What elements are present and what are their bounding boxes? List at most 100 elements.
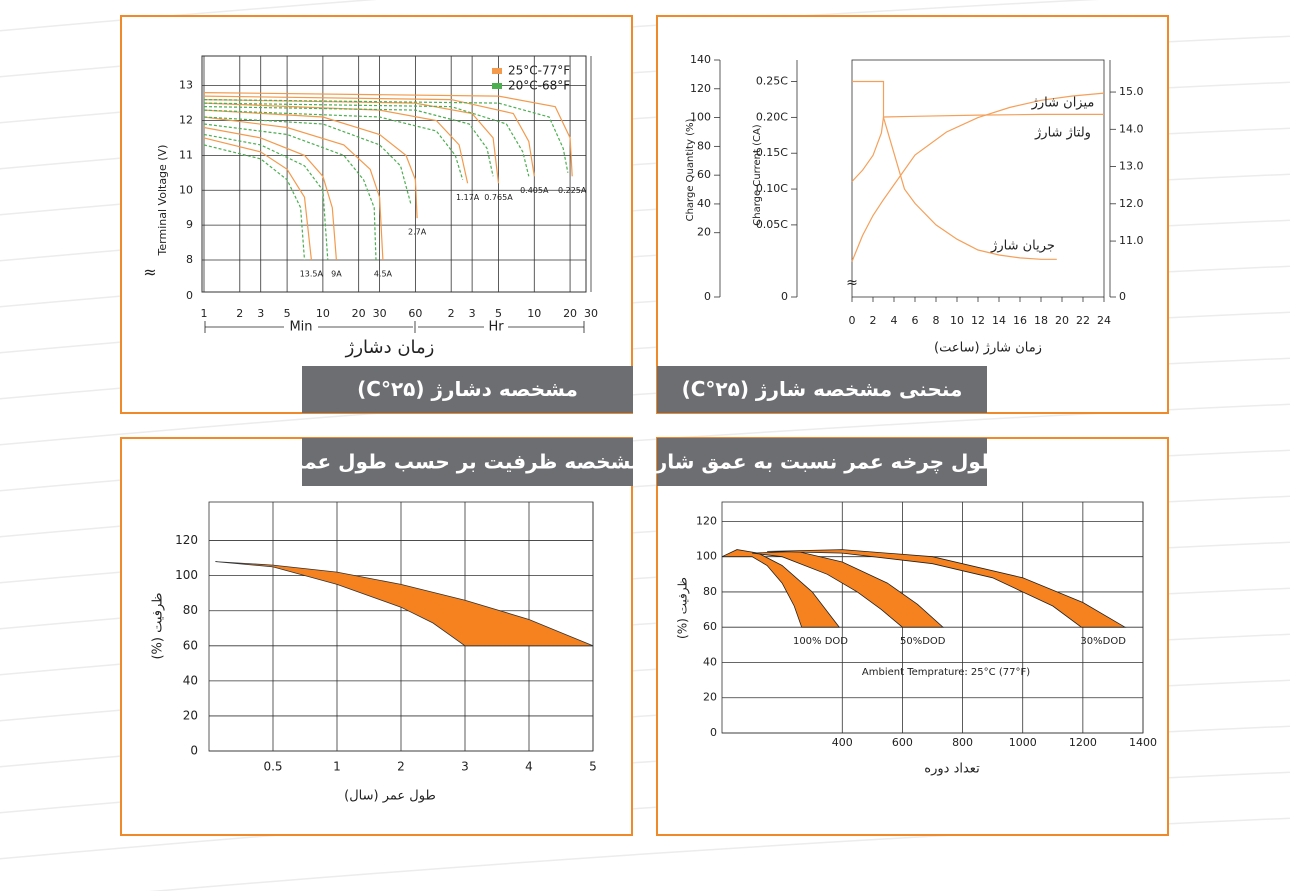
y-tick-label: 0.10C	[756, 182, 788, 195]
y-tick-label: 20	[703, 691, 717, 704]
chart-title: منحنی مشخصه شارژ (۲۵°C)	[682, 377, 963, 401]
x-axis-label: تعداد دوره	[924, 762, 980, 777]
dod-band	[721, 549, 841, 628]
y-tick-label: 40	[183, 673, 198, 687]
x-tick-label: 12	[971, 314, 985, 327]
x-tick-label: 4	[525, 760, 533, 774]
x-tick-label: 3	[461, 760, 469, 774]
discharge-curve	[203, 99, 500, 184]
x-tick-label: 1	[201, 307, 208, 320]
y-tick-label: 0.05C	[756, 218, 788, 231]
curve-label: 1.17A	[456, 193, 480, 202]
y-tick-label: 20	[183, 708, 198, 722]
y-tick-label: 20	[697, 226, 711, 239]
x-tick-label: 10	[316, 307, 330, 320]
y-tick-label: 100	[175, 568, 198, 582]
x-tick-label: 1	[333, 760, 341, 774]
x-tick-label: 2	[870, 314, 877, 327]
title-bar	[302, 438, 633, 486]
chart-title: مشخصه دشارژ (۲۵°C)	[357, 377, 578, 401]
curve-label: 0.225A	[558, 186, 587, 195]
discharge-curve	[203, 92, 573, 177]
plot-frame	[201, 55, 587, 293]
axis-break: ≈	[846, 275, 858, 291]
y-tick-label: 0.15C	[756, 146, 788, 159]
y-tick-label: 11	[179, 148, 193, 161]
y-tick-label: 10	[179, 183, 193, 196]
x-tick-label: 3	[257, 307, 264, 320]
y-tick-label: 14.0	[1119, 122, 1144, 135]
discharge-curve	[203, 99, 569, 173]
chart-title: مشخصه ظرفیت بر حسب طول عمر	[291, 450, 644, 474]
curve-label: 0.405A	[520, 186, 549, 195]
x-tick-label: 5	[589, 760, 597, 774]
y-tick-label: 0	[1119, 290, 1126, 303]
x-tick-label: 2	[397, 760, 405, 774]
curve-label: میزان شارژ	[1031, 96, 1095, 111]
x-tick-label: 22	[1076, 314, 1090, 327]
y-tick-label: 120	[690, 82, 711, 95]
discharge-curve	[203, 144, 306, 261]
y-tick-label: 0	[704, 290, 711, 303]
y-tick-label: 13	[179, 79, 193, 92]
x-unit-label: Min	[289, 320, 312, 335]
x-tick-label: 600	[892, 736, 913, 749]
x-tick-label: 10	[950, 314, 964, 327]
x-tick-label: 4	[891, 314, 898, 327]
dod-band	[752, 550, 945, 628]
discharge-curve	[203, 102, 469, 184]
y-tick-label: 120	[696, 514, 717, 527]
curve-label: ولتاژ شارژ	[1034, 126, 1091, 141]
y-tick-label: 12.0	[1119, 197, 1144, 210]
discharge-curve	[203, 116, 412, 205]
y-tick-label: 13.0	[1119, 160, 1144, 173]
x-axis-label: زمان شارژ (ساعت)	[934, 341, 1042, 356]
band-label: 100% DOD	[793, 636, 848, 647]
legend-swatch	[492, 83, 502, 89]
x-tick-label: 1400	[1129, 736, 1157, 749]
y-tick-label: 0.25C	[756, 75, 788, 88]
legend-label: 25°C-77°F	[508, 64, 570, 78]
x-tick-label: 0	[849, 314, 856, 327]
x-tick-label: 5	[495, 307, 502, 320]
legend-label: 20°C-68°F	[508, 79, 570, 93]
y-tick-label: 15.0	[1119, 85, 1144, 98]
y-axis-label: Charge Quantity (%)	[685, 119, 696, 222]
y-tick-label: 40	[697, 197, 711, 210]
x-tick-label: 0.5	[263, 760, 282, 774]
discharge-curve	[203, 116, 384, 261]
discharge-curve	[203, 133, 329, 261]
x-tick-label: 6	[912, 314, 919, 327]
axis-break: ≈	[143, 263, 156, 282]
y-tick-label: 140	[690, 53, 711, 66]
x-tick-label: 5	[284, 307, 291, 320]
chart-title: طول چرخه عمر نسبت به عمق شارژ	[643, 450, 1000, 475]
legend-swatch	[492, 68, 502, 74]
charge-curve	[852, 80, 1057, 260]
title-bar	[657, 366, 987, 413]
y-tick-label: 60	[703, 620, 717, 633]
x-tick-label: 800	[952, 736, 973, 749]
y-tick-label: 0	[710, 726, 717, 739]
y-tick-label: 40	[703, 655, 717, 668]
x-tick-label: 30	[584, 307, 598, 320]
x-tick-label: 400	[832, 736, 853, 749]
curve-label: 9A	[331, 270, 342, 279]
curve-label: 13.5A	[300, 270, 324, 279]
x-tick-label: 60	[408, 307, 422, 320]
panel	[656, 15, 1169, 414]
x-tick-label: 3	[469, 307, 476, 320]
x-tick-label: 1000	[1009, 736, 1037, 749]
y-axis-label: ظرفیت (%)	[676, 577, 691, 639]
discharge-curve	[203, 137, 312, 261]
title-bar	[302, 366, 633, 413]
curve-label: 4.5A	[374, 270, 393, 279]
x-tick-label: 20	[1055, 314, 1069, 327]
curve-label: 0.765A	[484, 193, 513, 202]
x-tick-label: 10	[527, 307, 541, 320]
x-tick-label: 2	[448, 307, 455, 320]
x-axis-label: طول عمر (سال)	[344, 789, 436, 804]
discharge-curve	[203, 95, 535, 177]
y-tick-label: 0	[190, 744, 198, 758]
annotation: Ambient Temprature: 25°C (77°F)	[862, 667, 1030, 678]
